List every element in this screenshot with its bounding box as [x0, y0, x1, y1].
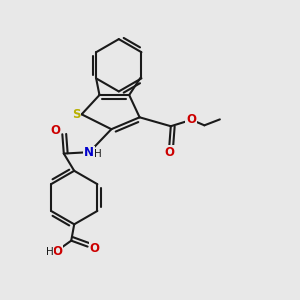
Text: N: N: [84, 146, 94, 160]
Text: S: S: [72, 108, 80, 121]
Text: H: H: [46, 247, 54, 257]
Text: O: O: [164, 146, 174, 159]
Text: O: O: [186, 113, 196, 126]
Text: O: O: [89, 242, 99, 255]
Text: O: O: [52, 245, 62, 258]
Text: O: O: [51, 124, 61, 137]
Text: H: H: [94, 148, 101, 159]
